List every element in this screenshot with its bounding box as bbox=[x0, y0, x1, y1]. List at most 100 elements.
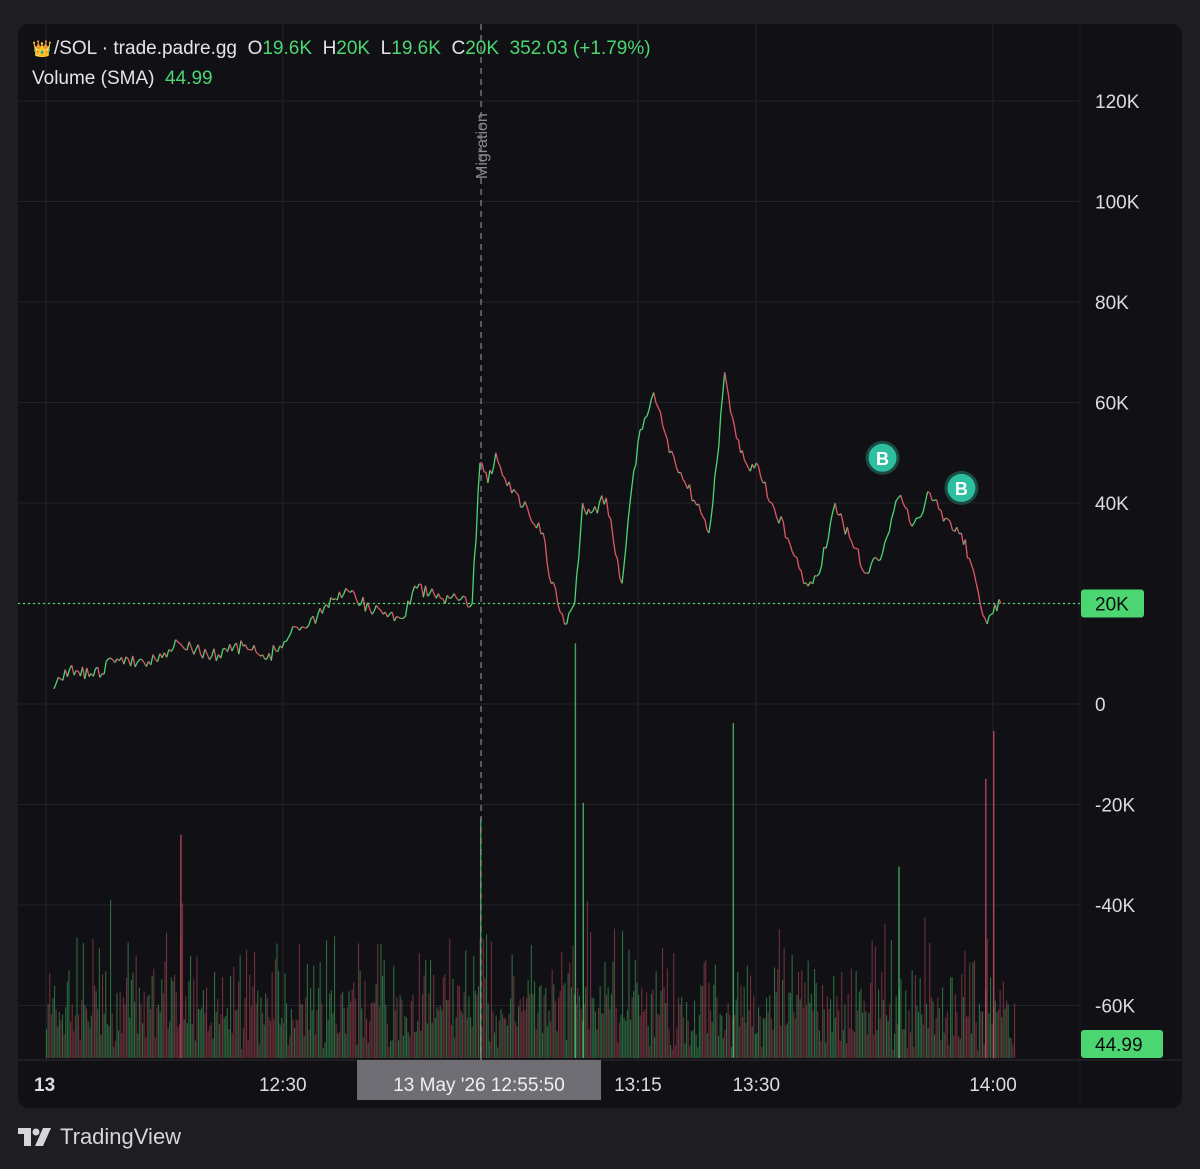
volume-bar bbox=[383, 959, 385, 1058]
volume-bar bbox=[561, 951, 563, 1058]
volume-bar bbox=[350, 1002, 352, 1058]
volume-bar bbox=[841, 972, 843, 1058]
buy-marker[interactable]: B bbox=[944, 470, 979, 505]
volume-bar bbox=[172, 981, 174, 1058]
volume-bar bbox=[145, 1037, 147, 1058]
price-segment bbox=[716, 446, 720, 463]
volume-bar bbox=[458, 985, 460, 1058]
tradingview-branding[interactable]: TradingView bbox=[18, 1124, 181, 1150]
volume-bar bbox=[324, 1042, 326, 1058]
volume-bar bbox=[522, 996, 524, 1058]
volume-bar bbox=[1007, 1004, 1009, 1058]
volume-bar bbox=[150, 1009, 152, 1058]
price-axis-labels: 120K 100K 80K 60K 40K 0 -20K -40K -60K bbox=[1095, 92, 1140, 1018]
volume-bar bbox=[516, 1026, 518, 1058]
price-segment bbox=[990, 612, 994, 615]
volume-bar bbox=[228, 1029, 230, 1058]
volume-bar bbox=[57, 1026, 59, 1058]
price-segment bbox=[982, 614, 986, 619]
volume-bar bbox=[132, 972, 134, 1058]
price-segment bbox=[834, 502, 838, 514]
volume-bar bbox=[665, 1002, 667, 1058]
time-tick-label: 13 bbox=[34, 1075, 55, 1096]
volume-bar bbox=[244, 998, 246, 1058]
volume-bar bbox=[546, 1026, 548, 1058]
price-segment bbox=[546, 562, 550, 577]
time-tick-label: 13:30 bbox=[732, 1075, 780, 1096]
price-segment bbox=[778, 516, 782, 524]
price-segment bbox=[773, 508, 778, 518]
price-segment bbox=[866, 572, 870, 575]
volume-bar bbox=[345, 1033, 347, 1058]
volume-bar bbox=[662, 948, 664, 1058]
volume-bar bbox=[439, 1006, 441, 1058]
price-segment bbox=[134, 662, 138, 668]
volume-bar bbox=[543, 994, 545, 1058]
volume-bar bbox=[466, 1017, 468, 1058]
price-segment bbox=[818, 565, 823, 574]
volume-bar bbox=[70, 1022, 72, 1058]
price-segment bbox=[108, 657, 111, 660]
price-segment bbox=[927, 491, 931, 494]
price-segment bbox=[635, 442, 639, 465]
volume-bar bbox=[663, 987, 665, 1058]
volume-bar bbox=[540, 985, 542, 1058]
volume-bar bbox=[196, 956, 198, 1058]
volume-bar bbox=[705, 959, 707, 1058]
volume-bar bbox=[809, 1002, 811, 1058]
volume-bar bbox=[513, 976, 515, 1058]
volume-bar bbox=[114, 1040, 116, 1058]
price-segment bbox=[610, 519, 614, 539]
volume-bar bbox=[570, 987, 572, 1058]
price-segment bbox=[473, 539, 477, 562]
volume-label[interactable]: Volume (SMA) bbox=[32, 68, 155, 89]
price-segment bbox=[631, 470, 635, 486]
crosshair-time-badge bbox=[357, 1060, 602, 1100]
volume-bar bbox=[567, 973, 569, 1058]
volume-bar bbox=[335, 1024, 337, 1058]
price-segment bbox=[873, 556, 877, 560]
price-segment bbox=[857, 548, 861, 565]
price-segment bbox=[103, 661, 107, 675]
volume-bar bbox=[193, 979, 195, 1058]
volume-bar bbox=[894, 1033, 896, 1058]
price-segment bbox=[380, 609, 384, 615]
volume-bar bbox=[578, 995, 580, 1058]
volume-bar bbox=[748, 1010, 750, 1058]
volume-bar bbox=[657, 1013, 659, 1058]
price-segment bbox=[341, 593, 345, 599]
symbol-name[interactable]: /SOL · trade.padre.gg bbox=[53, 38, 237, 59]
volume-bar bbox=[978, 1003, 980, 1058]
volume-bar bbox=[457, 985, 459, 1058]
crown-icon: 👑 bbox=[32, 41, 52, 58]
volume-bar bbox=[378, 1006, 380, 1058]
volume-bar bbox=[716, 997, 718, 1058]
price-chart[interactable]: Migration 120K 100K 80K 60K 40K 0 -20K -40K -60K 2… bbox=[18, 24, 1182, 1108]
price-segment bbox=[99, 673, 103, 678]
price-segment bbox=[888, 518, 893, 532]
volume-bar bbox=[356, 1044, 358, 1058]
price-tick-label: 0 bbox=[1095, 695, 1106, 716]
volume-bar bbox=[1004, 1008, 1006, 1058]
price-segment bbox=[601, 495, 605, 505]
price-segment bbox=[229, 643, 233, 652]
volume-bar bbox=[946, 1011, 948, 1058]
volume-bar bbox=[585, 987, 587, 1058]
price-segment bbox=[680, 472, 684, 480]
price-segment bbox=[55, 676, 60, 684]
volume-bar bbox=[498, 1020, 500, 1058]
volume-bar bbox=[278, 971, 280, 1058]
volume-bar bbox=[460, 1010, 462, 1058]
volume-bar bbox=[110, 899, 112, 1058]
volume-bar bbox=[689, 1045, 691, 1058]
volume-bar bbox=[313, 965, 315, 1058]
volume-bar bbox=[834, 1017, 836, 1058]
volume-bar bbox=[183, 1019, 185, 1058]
price-segment bbox=[698, 504, 702, 514]
buy-marker[interactable]: B bbox=[865, 440, 900, 475]
volume-bar bbox=[391, 1040, 393, 1058]
volume-bar bbox=[430, 960, 432, 1058]
price-segment bbox=[150, 654, 154, 666]
volume-bar bbox=[54, 985, 56, 1058]
volume-bar bbox=[502, 1013, 504, 1058]
